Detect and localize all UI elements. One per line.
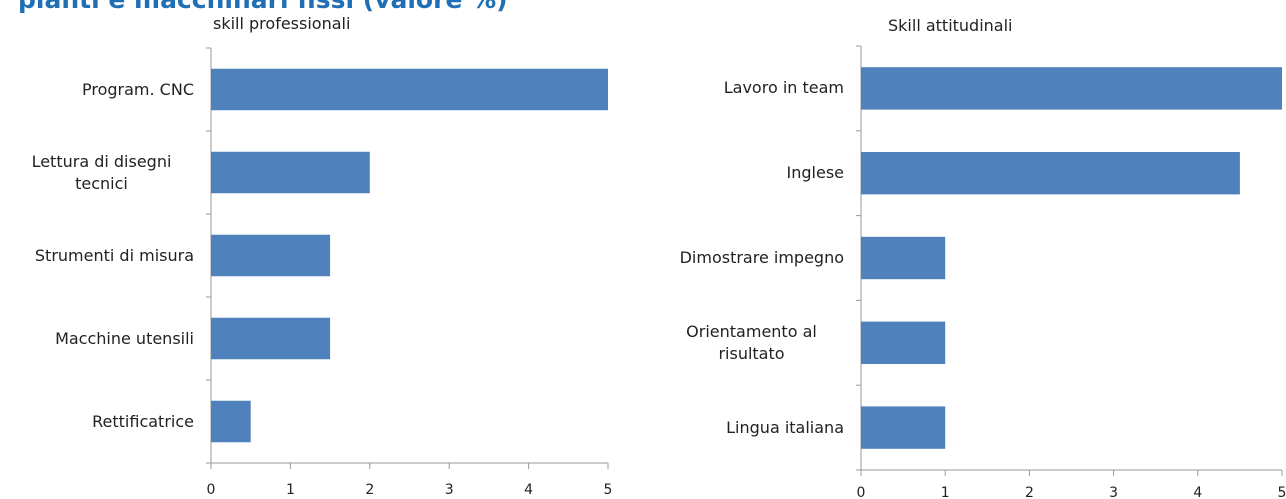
bar bbox=[861, 236, 946, 280]
x-tick-label: 5 bbox=[604, 482, 613, 498]
bar bbox=[861, 152, 1240, 195]
category-label: Lingua italiana bbox=[726, 417, 844, 437]
bar bbox=[211, 68, 608, 111]
x-tick-label: 0 bbox=[207, 482, 216, 498]
bar bbox=[211, 317, 331, 360]
category-label: Macchine utensili bbox=[55, 328, 194, 348]
bar bbox=[211, 151, 370, 194]
chart-title: skill professionali bbox=[213, 14, 351, 33]
category-label: Inglese bbox=[786, 163, 844, 183]
category-label: Orientamento al risultato bbox=[686, 321, 817, 363]
x-tick-label: 1 bbox=[286, 482, 295, 498]
x-tick-label: 2 bbox=[1025, 485, 1034, 499]
slide-title: pianti e macchinari fissi (valore %) bbox=[18, 0, 508, 14]
bar bbox=[861, 67, 1282, 110]
x-tick-label: 3 bbox=[445, 482, 454, 498]
x-tick-label: 4 bbox=[1193, 485, 1202, 499]
bar bbox=[211, 400, 251, 443]
x-tick-label: 3 bbox=[1109, 485, 1118, 499]
category-label: Lavoro in team bbox=[723, 78, 844, 98]
bar bbox=[861, 406, 946, 449]
category-label: Rettificatrice bbox=[92, 411, 194, 431]
x-tick-label: 5 bbox=[1278, 485, 1286, 499]
x-tick-label: 2 bbox=[365, 482, 374, 498]
category-label: Strumenti di misura bbox=[34, 245, 194, 265]
bar bbox=[861, 321, 946, 364]
x-tick-label: 1 bbox=[941, 485, 950, 499]
x-tick-label: 0 bbox=[857, 485, 866, 499]
x-tick-label: 4 bbox=[524, 482, 533, 498]
category-label: Program. CNC bbox=[82, 79, 194, 99]
bar bbox=[211, 234, 331, 277]
chart-title: Skill attitudinali bbox=[888, 16, 1013, 35]
category-label: Lettura di disegni tecnici bbox=[31, 151, 172, 193]
category-label: Dimostrare impegno bbox=[679, 248, 844, 267]
